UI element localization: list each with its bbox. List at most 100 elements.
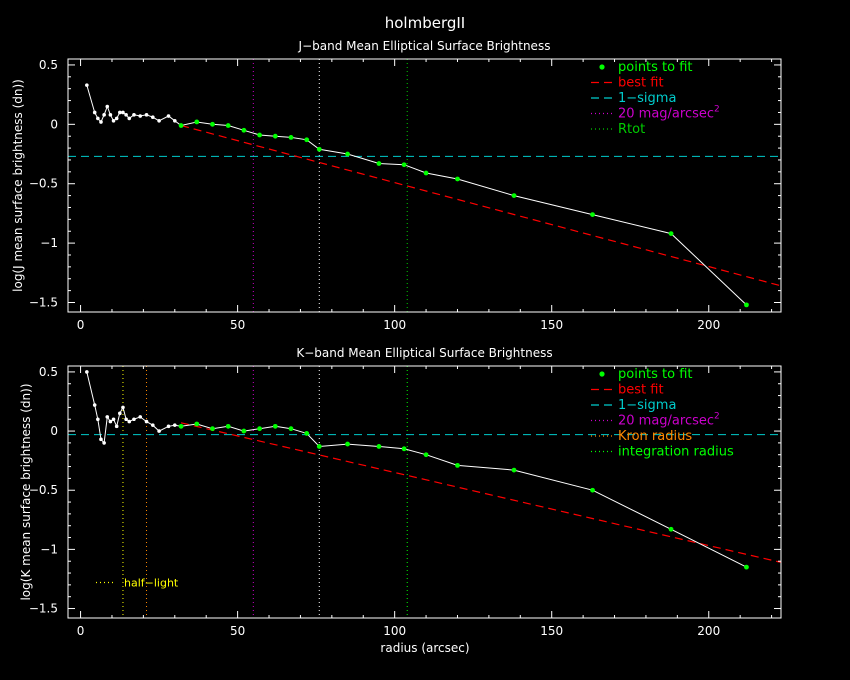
fit-point (401, 446, 407, 452)
profile-point (151, 423, 155, 427)
fit-point (423, 452, 429, 458)
x-tick-label: 100 (383, 624, 406, 638)
legend-label-integration: integration radius (618, 445, 734, 460)
y-axis-label: log(K mean surface brightness (dn)) (19, 383, 33, 600)
profile-point (138, 114, 143, 118)
profile-point (105, 104, 110, 109)
legend-label-points: points to fit (618, 367, 693, 382)
x-tick-label: 200 (697, 318, 720, 332)
fit-point (241, 428, 247, 434)
profile-point (172, 118, 177, 123)
profile-point (151, 115, 155, 120)
fit-point (345, 441, 350, 447)
profile-point (124, 417, 128, 422)
profile-point (102, 441, 106, 445)
x-tick-label: 0 (77, 318, 85, 332)
fit-point (288, 134, 294, 140)
fit-point (455, 462, 460, 468)
profile-point (124, 113, 128, 117)
profile-point (132, 417, 136, 422)
fit-point (272, 133, 278, 139)
profile-point (85, 83, 89, 87)
fit-point (241, 127, 247, 133)
y-tick-label: 0.5 (39, 365, 58, 379)
profile-point (99, 120, 103, 124)
profile-point (92, 110, 97, 115)
fit-point (272, 423, 278, 429)
legend-label-sigma: 1−sigma (618, 91, 676, 106)
fit-point (455, 176, 460, 182)
profile-point (118, 110, 122, 115)
y-tick-label: 0 (50, 424, 58, 438)
profile-point (166, 424, 171, 429)
profile-point (111, 118, 116, 123)
plot-frame (67, 365, 782, 619)
legend-label-mag20: 20 mag/arcsec2 (618, 412, 720, 429)
y-tick-label: −1.5 (29, 295, 58, 309)
y-tick-label: −1.5 (29, 602, 58, 616)
y-tick-label: −0.5 (29, 177, 58, 191)
fit-point (345, 151, 350, 157)
y-tick-label: 0.5 (39, 58, 58, 72)
profile-point (99, 437, 103, 442)
fit-point (210, 426, 215, 432)
fit-point (225, 423, 231, 429)
legend-superscript: 2 (714, 105, 720, 115)
fit-point (316, 146, 322, 152)
profile-point (92, 403, 97, 407)
fit-point (376, 444, 382, 449)
y-tick-label: 0 (50, 117, 58, 131)
x-tick-label: 150 (540, 318, 563, 332)
fit-point (744, 564, 749, 570)
profile-point (138, 415, 143, 419)
fit-point (257, 132, 262, 138)
profile-point (172, 423, 177, 427)
y-tick-label: −1 (40, 542, 58, 556)
profile-point (85, 370, 89, 374)
fit-point (225, 123, 231, 128)
legend-label-best-fit: best fit (618, 76, 664, 91)
fit-point (590, 212, 595, 218)
profile-point (108, 419, 113, 424)
fit-point (744, 302, 749, 308)
j-band-panel: J−band Mean Elliptical Surface Brightnes… (11, 39, 782, 332)
profile-point (144, 113, 149, 117)
fit-point (668, 526, 674, 532)
k-band-panel: K−band Mean Elliptical Surface Brightnes… (19, 346, 782, 638)
legend-superscript: 2 (714, 412, 720, 422)
legend-label-kron: Kron radius (618, 429, 692, 444)
x-tick-label: 200 (697, 624, 720, 638)
best-fit-line (180, 422, 782, 563)
x-tick-label: 50 (230, 318, 245, 332)
x-tick-label: 0 (77, 624, 85, 638)
panel-title: K−band Mean Elliptical Surface Brightnes… (296, 346, 552, 360)
profile-point (96, 417, 100, 422)
x-tick-label: 50 (230, 624, 245, 638)
profile-point (96, 116, 100, 121)
legend-label-mag20: 20 mag/arcsec2 (618, 105, 720, 122)
legend-label-best-fit: best fit (618, 383, 664, 398)
profile-point (105, 415, 110, 419)
half-light-label: half−light (124, 577, 179, 590)
y-tick-label: −0.5 (29, 483, 58, 497)
legend-label-sigma: 1−sigma (618, 398, 676, 413)
profile-point (114, 116, 119, 121)
fit-point (210, 121, 215, 127)
fit-point (511, 193, 517, 198)
fit-point (423, 170, 429, 176)
fit-point (401, 162, 407, 168)
x-tick-label: 100 (383, 318, 406, 332)
figure-title: holmbergII (385, 14, 466, 32)
fit-point (304, 137, 310, 143)
fit-point (590, 487, 595, 493)
fit-point (288, 426, 294, 432)
fit-point (257, 426, 262, 432)
legend-label-points: points to fit (618, 60, 693, 75)
fit-point (304, 431, 310, 436)
profile-point (132, 113, 136, 117)
fit-point (194, 421, 200, 427)
fit-point (376, 161, 382, 166)
legend-marker-points (599, 371, 605, 377)
